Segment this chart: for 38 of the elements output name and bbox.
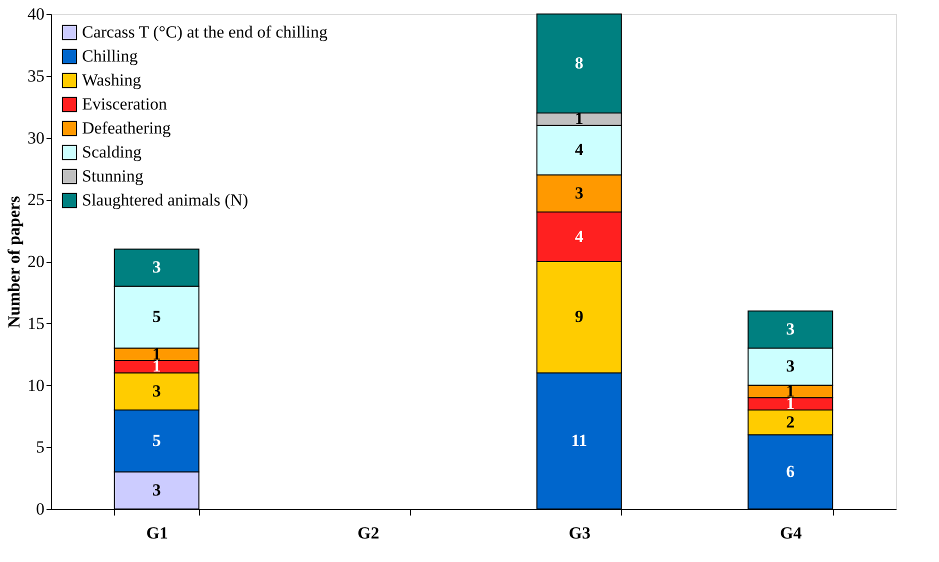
data-label: 1 [574, 109, 584, 128]
data-label: 3 [786, 320, 795, 339]
y-tick-label: 20 [28, 252, 44, 271]
data-label: 8 [574, 54, 584, 72]
data-label: 6 [786, 462, 795, 481]
legend-label: Stunning [82, 166, 144, 186]
data-label: 5 [152, 430, 161, 450]
y-tick-label: 0 [36, 500, 44, 518]
legend-label: Chilling [82, 46, 138, 66]
data-label: 4 [574, 226, 584, 246]
data-label: 3 [574, 183, 584, 202]
y-axis-title: Number of papers [4, 196, 24, 328]
x-tick-label: G4 [780, 524, 802, 542]
data-label: 9 [574, 307, 584, 326]
x-tick-label: G3 [568, 524, 590, 542]
y-tick-label: 30 [28, 128, 44, 148]
legend-label: Defeathering [82, 118, 172, 138]
legend-label: Carcass T (°C) at the end of chilling [82, 22, 328, 42]
data-label: 3 [152, 381, 161, 400]
x-tick-label: G2 [358, 524, 380, 542]
y-tick-label: 35 [28, 66, 44, 86]
legend-label: Washing [82, 70, 142, 90]
legend-label: Slaughtered animals (N) [82, 190, 248, 210]
data-label: 2 [786, 412, 795, 432]
data-label: 5 [152, 307, 161, 326]
data-label: 3 [152, 258, 161, 277]
y-tick-label: 10 [28, 376, 44, 395]
x-tick-label: G1 [146, 524, 168, 542]
y-tick-label: 40 [28, 4, 44, 24]
y-tick-label: 15 [28, 314, 44, 333]
y-tick-label: 25 [28, 190, 44, 210]
data-label: 11 [571, 430, 588, 450]
data-label: 4 [574, 140, 584, 160]
legend-label: Scalding [82, 142, 142, 162]
legend-label: Evisceration [82, 94, 168, 114]
data-label: 3 [152, 480, 161, 500]
y-tick-label: 5 [36, 438, 44, 457]
data-label: 3 [786, 356, 795, 376]
